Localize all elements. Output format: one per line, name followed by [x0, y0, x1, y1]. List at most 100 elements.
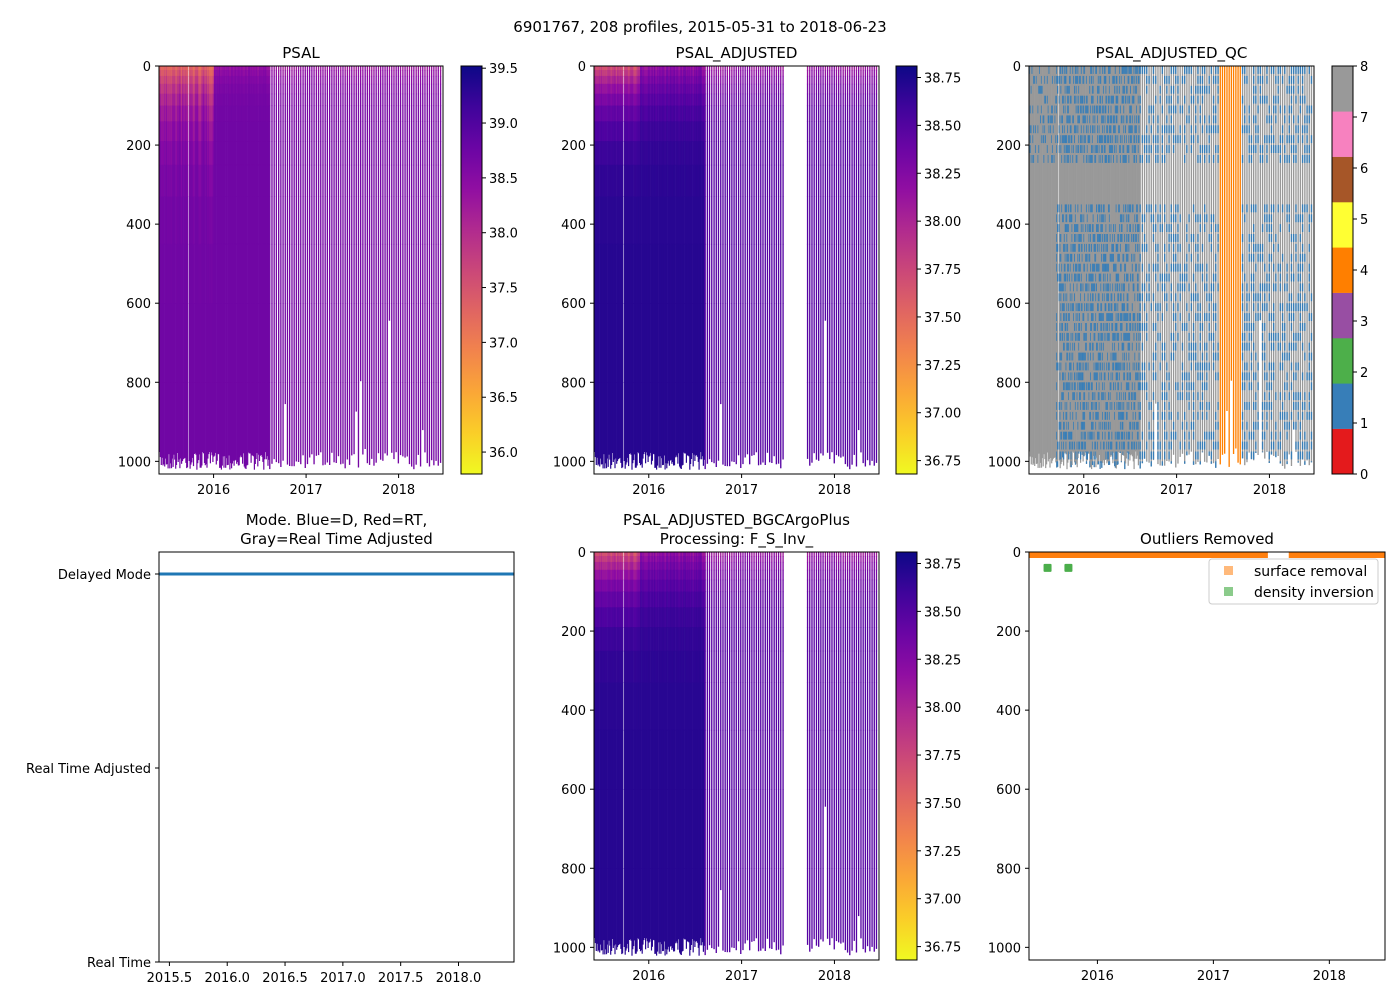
psal-cell	[187, 76, 188, 84]
adj-cell	[774, 106, 775, 122]
psal-cell	[429, 165, 430, 197]
psal-cell	[433, 76, 434, 84]
psal-cell	[302, 244, 303, 304]
psal-cell	[422, 303, 423, 383]
psal-cell	[280, 244, 281, 304]
psal-cell	[391, 382, 392, 453]
adj-cell	[722, 303, 723, 383]
adj-cell	[809, 84, 810, 94]
adj-cell	[729, 165, 730, 197]
adj-cell	[778, 197, 779, 245]
psal-cell	[187, 197, 188, 245]
psal-cell	[345, 76, 346, 84]
psal-ytick-label: 0	[143, 60, 151, 75]
psal-cell	[351, 94, 352, 106]
adj-cell	[720, 94, 721, 106]
psal-cell	[338, 244, 339, 304]
psal-cell	[420, 382, 421, 466]
psal-cell	[329, 141, 330, 165]
psal-cell	[318, 84, 319, 94]
psal-cell	[313, 121, 314, 141]
adj-cell	[729, 141, 730, 165]
adj-cell	[807, 244, 808, 304]
psal-cell	[369, 121, 370, 141]
psal-cell	[440, 106, 441, 122]
adj-cell	[765, 244, 766, 304]
adj-cell	[740, 106, 741, 122]
adj-cell	[722, 106, 723, 122]
psal-cell	[340, 106, 341, 122]
psal-cell	[353, 141, 354, 165]
adj-cell	[707, 244, 708, 304]
adj-cell	[709, 66, 710, 71]
psal-cell	[422, 121, 423, 141]
psal-cell	[440, 244, 441, 304]
psal-cell	[418, 165, 419, 197]
adj-cell	[738, 66, 739, 71]
psal-cell	[347, 66, 348, 71]
adj-cell	[727, 94, 728, 106]
psal-cell	[322, 70, 323, 76]
psal-cell	[416, 84, 417, 94]
adj-cell	[780, 66, 781, 71]
psal-cell	[371, 76, 372, 84]
adj-cell	[731, 106, 732, 122]
psal-cell	[331, 106, 332, 122]
psal-cell	[422, 76, 423, 84]
psal-cell	[298, 382, 299, 462]
adj-cell	[731, 84, 732, 94]
adj-cell	[762, 165, 763, 197]
psal-cell	[294, 382, 295, 466]
psal-cell	[307, 141, 308, 165]
psal-cell	[382, 121, 383, 141]
psal-cell	[438, 70, 439, 76]
psal-cell	[393, 197, 394, 245]
psal-cell	[331, 244, 332, 304]
psal-cell	[294, 70, 295, 76]
psal-cell	[325, 141, 326, 165]
adj-cell	[716, 66, 717, 71]
psal-cell	[371, 165, 372, 197]
psal-cell	[427, 94, 428, 106]
psal-cell	[300, 121, 301, 141]
adj-cell	[760, 244, 761, 304]
adj-cell	[774, 94, 775, 106]
adj-cell	[769, 84, 770, 94]
adj-cell	[725, 121, 726, 141]
psal-cell	[327, 70, 328, 76]
adj-cell	[780, 121, 781, 141]
psal-cell	[351, 76, 352, 84]
psal-cell	[411, 106, 412, 122]
psal-cell	[302, 121, 303, 141]
psal-cell	[333, 76, 334, 84]
psal-cell	[418, 244, 419, 304]
adj-cell	[736, 141, 737, 165]
adj-cell	[729, 303, 730, 383]
adj-cell	[733, 76, 734, 84]
psal-cell	[373, 165, 374, 197]
psal-cell	[413, 303, 414, 383]
adj-cell	[814, 244, 815, 304]
psal-cell	[302, 106, 303, 122]
psal-cell	[320, 382, 321, 452]
adj-cell	[756, 121, 757, 141]
psal-cell	[353, 66, 354, 71]
psal-cell	[387, 141, 388, 165]
psal-cell	[331, 70, 332, 76]
psal-cell	[382, 303, 383, 383]
adj-cell	[711, 197, 712, 245]
psal-cell	[435, 165, 436, 197]
adj-cell	[705, 94, 706, 106]
adj-cell	[816, 76, 817, 84]
psal-cell	[398, 141, 399, 165]
adj-cell	[807, 165, 808, 197]
adj-cell	[622, 66, 623, 71]
adj-cell	[742, 303, 743, 383]
psal-cell	[431, 303, 432, 383]
adj-cell	[713, 106, 714, 122]
psal-cell	[424, 84, 425, 94]
psal-cell	[336, 76, 337, 84]
psal-cell	[420, 94, 421, 106]
